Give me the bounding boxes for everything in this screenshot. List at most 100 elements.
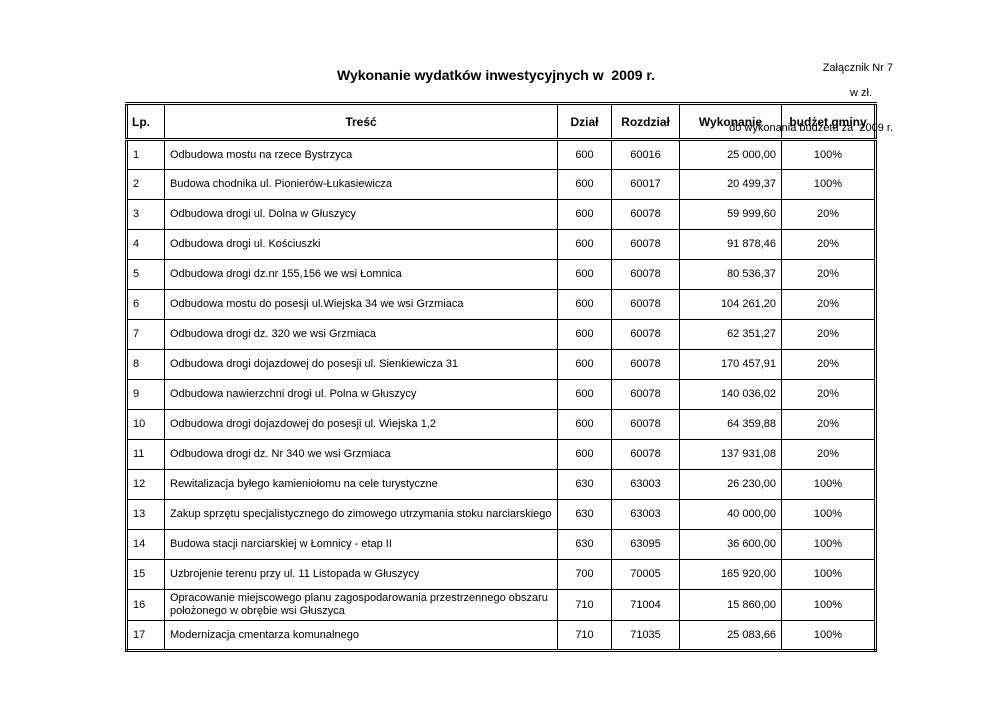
col-header-rozdzial: Rozdział	[611, 102, 680, 141]
cell-wykonanie: 104 261,20	[679, 289, 782, 320]
cell-dzial: 600	[557, 259, 612, 290]
cell-rozdzial: 60078	[611, 319, 680, 350]
cell-budzet: 20%	[781, 379, 876, 410]
cell-tresc: Odbudowa drogi dz. 320 we wsi Grzmiaca	[164, 319, 558, 350]
cell-wykonanie: 36 600,00	[679, 529, 782, 560]
cell-wykonanie: 15 860,00	[679, 589, 782, 621]
cell-budzet: 20%	[781, 349, 876, 380]
cell-rozdzial: 60017	[611, 169, 680, 200]
cell-dzial: 600	[557, 199, 612, 230]
cell-wykonanie: 25 000,00	[679, 139, 782, 170]
cell-wykonanie: 137 931,08	[679, 439, 782, 470]
cell-budzet: 100%	[781, 139, 876, 170]
cell-rozdzial: 60078	[611, 289, 680, 320]
cell-tresc: Modernizacja cmentarza komunalnego	[164, 620, 558, 651]
page-title: Wykonanie wydatków inwestycyjnych w 2009…	[337, 67, 655, 83]
cell-dzial: 710	[557, 589, 612, 621]
cell-lp: 4	[126, 229, 165, 260]
cell-dzial: 600	[557, 409, 612, 440]
attachment-line1: Załącznik Nr 7	[822, 62, 893, 74]
cell-wykonanie: 62 351,27	[679, 319, 782, 350]
cell-dzial: 630	[557, 469, 612, 500]
cell-dzial: 600	[557, 319, 612, 350]
cell-tresc: Opracowanie miejscowego planu zagospodar…	[164, 589, 558, 621]
cell-rozdzial: 60078	[611, 229, 680, 260]
table-header-row: Lp. Treść Dział Rozdział Wykonanie budże…	[126, 102, 876, 141]
cell-tresc: Odbudowa drogi ul. Dolna w Głuszycy	[164, 199, 558, 230]
table-row: 2 Budowa chodnika ul. Pionierów-Łukasiew…	[126, 169, 876, 200]
cell-dzial: 600	[557, 139, 612, 170]
table-row: 13 Zakup sprzętu specjalistycznego do zi…	[126, 499, 876, 530]
cell-lp: 11	[126, 439, 165, 470]
cell-wykonanie: 165 920,00	[679, 559, 782, 590]
cell-budzet: 100%	[781, 169, 876, 200]
cell-wykonanie: 40 000,00	[679, 499, 782, 530]
cell-dzial: 700	[557, 559, 612, 590]
cell-budzet: 100%	[781, 499, 876, 530]
cell-dzial: 600	[557, 439, 612, 470]
cell-dzial: 600	[557, 229, 612, 260]
cell-lp: 17	[126, 620, 165, 651]
table-row: 5 Odbudowa drogi dz.nr 155,156 we wsi Ło…	[126, 259, 876, 290]
table-row: 9 Odbudowa nawierzchni drogi ul. Polna w…	[126, 379, 876, 410]
cell-budzet: 20%	[781, 319, 876, 350]
cell-rozdzial: 71035	[611, 620, 680, 651]
cell-dzial: 630	[557, 499, 612, 530]
cell-tresc: Odbudowa drogi dz.nr 155,156 we wsi Łomn…	[164, 259, 558, 290]
cell-rozdzial: 71004	[611, 589, 680, 621]
cell-rozdzial: 60078	[611, 199, 680, 230]
cell-tresc: Zakup sprzętu specjalistycznego do zimow…	[164, 499, 558, 530]
cell-budzet: 100%	[781, 620, 876, 651]
cell-rozdzial: 60078	[611, 439, 680, 470]
cell-tresc: Budowa stacji narciarskiej w Łomnicy - e…	[164, 529, 558, 560]
table-row: 17 Modernizacja cmentarza komunalnego 71…	[126, 620, 876, 651]
cell-lp: 9	[126, 379, 165, 410]
table-row: 6 Odbudowa mostu do posesji ul.Wiejska 3…	[126, 289, 876, 320]
table-row: 7 Odbudowa drogi dz. 320 we wsi Grzmiaca…	[126, 319, 876, 350]
table-area: w zł. Lp. Treść Dział Rozdział Wykonanie…	[125, 86, 877, 652]
cell-rozdzial: 70005	[611, 559, 680, 590]
cell-lp: 14	[126, 529, 165, 560]
cell-lp: 10	[126, 409, 165, 440]
col-header-tresc: Treść	[164, 102, 558, 141]
cell-rozdzial: 60078	[611, 379, 680, 410]
cell-lp: 8	[126, 349, 165, 380]
table-row: 11 Odbudowa drogi dz. Nr 340 we wsi Grzm…	[126, 439, 876, 470]
cell-lp: 2	[126, 169, 165, 200]
cell-budzet: 100%	[781, 589, 876, 621]
cell-lp: 16	[126, 589, 165, 621]
cell-lp: 6	[126, 289, 165, 320]
cell-budzet: 20%	[781, 199, 876, 230]
cell-dzial: 630	[557, 529, 612, 560]
cell-rozdzial: 60016	[611, 139, 680, 170]
cell-budzet: 100%	[781, 469, 876, 500]
cell-wykonanie: 140 036,02	[679, 379, 782, 410]
cell-rozdzial: 63095	[611, 529, 680, 560]
table-row: 4 Odbudowa drogi ul. Kościuszki 600 6007…	[126, 229, 876, 260]
table-row: 10 Odbudowa drogi dojazdowej do posesji …	[126, 409, 876, 440]
cell-wykonanie: 170 457,91	[679, 349, 782, 380]
cell-tresc: Uzbrojenie terenu przy ul. 11 Listopada …	[164, 559, 558, 590]
cell-budzet: 100%	[781, 559, 876, 590]
cell-wykonanie: 80 536,37	[679, 259, 782, 290]
cell-budzet: 20%	[781, 409, 876, 440]
cell-budzet: 100%	[781, 529, 876, 560]
cell-tresc: Odbudowa mostu do posesji ul.Wiejska 34 …	[164, 289, 558, 320]
table-row: 14 Budowa stacji narciarskiej w Łomnicy …	[126, 529, 876, 560]
cell-rozdzial: 63003	[611, 469, 680, 500]
cell-wykonanie: 59 999,60	[679, 199, 782, 230]
cell-tresc: Odbudowa drogi ul. Kościuszki	[164, 229, 558, 260]
cell-wykonanie: 20 499,37	[679, 169, 782, 200]
col-header-lp: Lp.	[126, 102, 165, 141]
cell-lp: 12	[126, 469, 165, 500]
cell-rozdzial: 63003	[611, 499, 680, 530]
cell-budzet: 20%	[781, 439, 876, 470]
cell-dzial: 600	[557, 289, 612, 320]
cell-tresc: Rewitalizacja byłego kamieniołomu na cel…	[164, 469, 558, 500]
cell-dzial: 600	[557, 379, 612, 410]
table-row: 15 Uzbrojenie terenu przy ul. 11 Listopa…	[126, 559, 876, 590]
expenditures-table: Lp. Treść Dział Rozdział Wykonanie budże…	[125, 102, 877, 652]
cell-dzial: 710	[557, 620, 612, 651]
cell-rozdzial: 60078	[611, 259, 680, 290]
table-body: 1 Odbudowa mostu na rzece Bystrzyca 600 …	[126, 139, 876, 651]
